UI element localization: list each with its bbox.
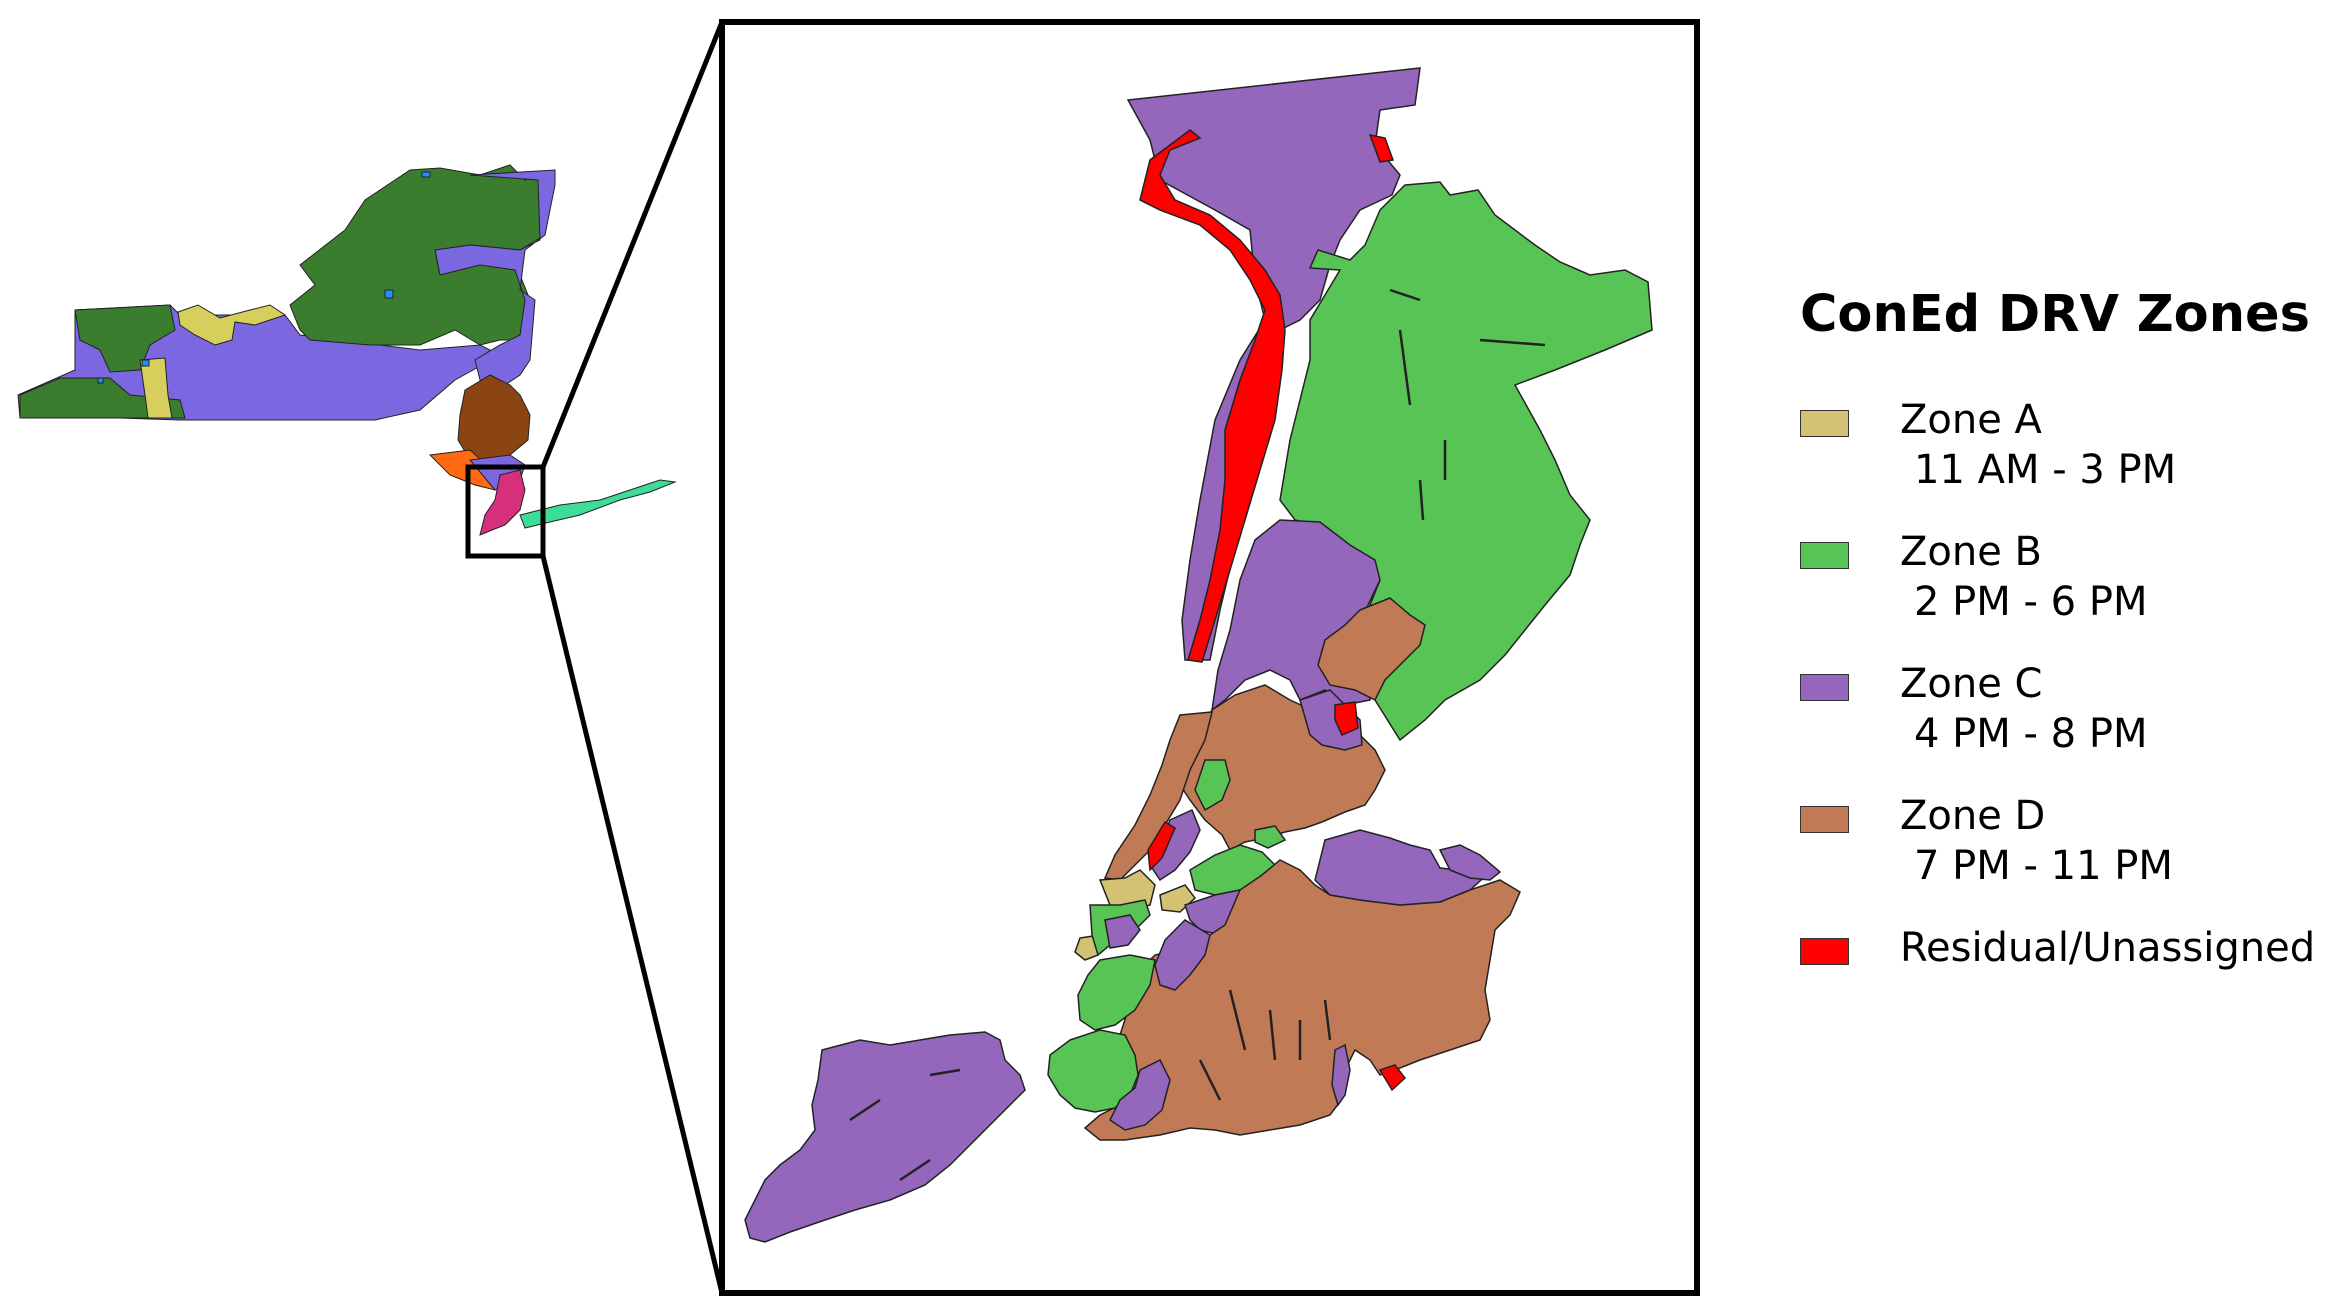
legend-zone-name: Residual/Unassigned xyxy=(1900,925,2316,971)
residual-queens-patch xyxy=(1378,1064,1407,1092)
coned-zones-map xyxy=(744,67,1653,1243)
state-lake-2 xyxy=(384,289,394,299)
internal-boundary-lines xyxy=(849,288,1546,1182)
legend-zone-name: Zone C xyxy=(1900,661,2043,707)
inset-indicator-box xyxy=(465,464,546,559)
legend-zone-name: Zone B xyxy=(1900,529,2042,575)
state-lake-3 xyxy=(141,359,150,367)
zone-c-queens-middle xyxy=(1154,919,1211,991)
residual-hudson-strip xyxy=(1139,129,1286,663)
legend-item-residual: Residual/Unassigned xyxy=(1800,925,2320,990)
state-lake-1 xyxy=(421,171,431,178)
legend-swatch-zone-c xyxy=(1800,674,1849,701)
legend-item-zone-c: Zone C 4 PM - 8 PM xyxy=(1800,661,2320,798)
residual-north-patch xyxy=(1368,134,1395,163)
state-region-western-green xyxy=(74,304,176,373)
zone-b-queens-island xyxy=(1254,825,1287,849)
state-region-nyc-magenta xyxy=(479,469,526,536)
state-region-yellow-south xyxy=(139,357,173,419)
state-lake-4 xyxy=(97,377,104,384)
zone-d-yonkers xyxy=(1317,597,1426,702)
zone-c-manhattan-lower xyxy=(1104,914,1141,949)
boundary-line-5 xyxy=(1418,479,1425,521)
zone-c-brooklyn-southeast xyxy=(1109,1058,1171,1131)
zone-d-manhattan-upper xyxy=(1103,711,1213,881)
zone-c-queens-northeast xyxy=(1438,844,1502,881)
connector-line-top xyxy=(540,21,725,468)
legend-swatch-residual xyxy=(1800,938,1849,965)
state-region-long-island-mint xyxy=(519,479,677,529)
boundary-line-2 xyxy=(1398,329,1412,406)
connector-line-bottom xyxy=(540,555,725,1294)
state-region-northeast-purple xyxy=(434,169,556,386)
boundary-line-7 xyxy=(1268,1009,1277,1061)
zone-c-bronx-east xyxy=(1299,689,1363,751)
legend-zone-time: 11 AM - 3 PM xyxy=(1914,447,2177,493)
legend-zone-name: Zone D xyxy=(1900,793,2046,839)
zone-c-staten-island xyxy=(744,1031,1026,1243)
state-region-yellow-north xyxy=(177,304,287,346)
legend-item-zone-d: Zone D 7 PM - 11 PM xyxy=(1800,793,2320,930)
state-region-brown-hudson xyxy=(457,374,531,466)
boundary-line-6 xyxy=(1228,989,1247,1051)
legend-zone-name: Zone A xyxy=(1900,397,2042,443)
boundary-line-11 xyxy=(849,1098,881,1122)
zone-c-rockaway xyxy=(1331,1043,1351,1107)
legend-swatch-zone-b xyxy=(1800,542,1849,569)
boundary-line-12 xyxy=(899,1158,931,1182)
boundary-line-13 xyxy=(929,1068,961,1077)
legend-zone-time: 2 PM - 6 PM xyxy=(1914,579,2148,625)
legend-item-zone-a: Zone A 11 AM - 3 PM xyxy=(1800,397,2320,534)
ny-state-overview-map xyxy=(17,164,677,536)
legend-item-zone-b: Zone B 2 PM - 6 PM xyxy=(1800,529,2320,666)
boundary-line-1 xyxy=(1389,288,1421,302)
map-legend: ConEd DRV Zones Zone A 11 AM - 3 PM Zone… xyxy=(1800,285,2320,990)
zone-b-east-westchester xyxy=(1279,181,1653,742)
zone-b-brooklyn-south xyxy=(1047,1029,1139,1113)
residual-manhattan-patch xyxy=(1147,820,1176,872)
legend-swatch-zone-d xyxy=(1800,806,1849,833)
residual-bronx-patch xyxy=(1334,701,1359,736)
boundary-line-3 xyxy=(1479,338,1546,347)
legend-zone-time: 7 PM - 11 PM xyxy=(1914,843,2173,889)
legend-title: ConEd DRV Zones xyxy=(1800,285,2310,344)
legend-zone-time: 4 PM - 8 PM xyxy=(1914,711,2148,757)
legend-swatch-zone-a xyxy=(1800,410,1849,437)
zone-b-bronx-west xyxy=(1194,759,1231,812)
boundary-line-10 xyxy=(1198,1059,1222,1101)
zone-b-brooklyn-west xyxy=(1077,954,1156,1031)
boundary-line-9 xyxy=(1323,999,1332,1041)
